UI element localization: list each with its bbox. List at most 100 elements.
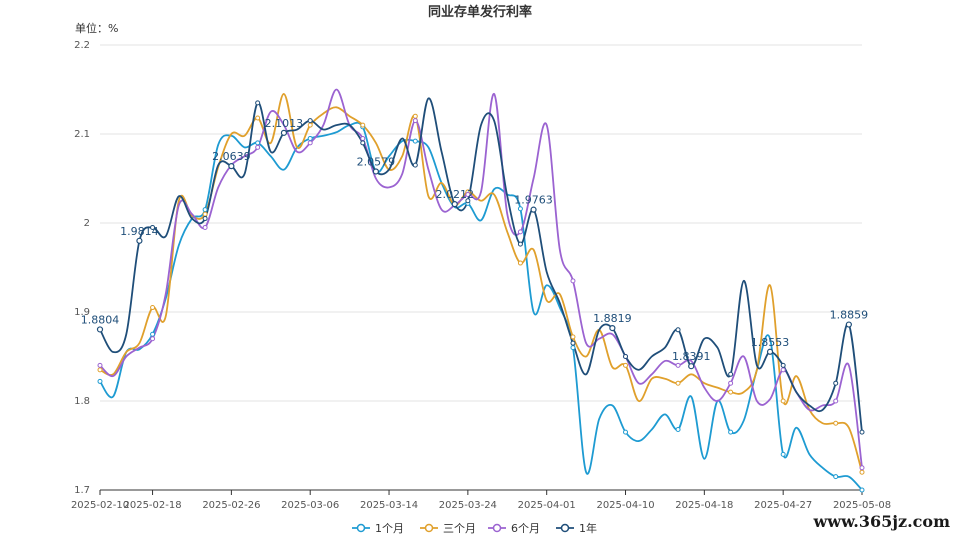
data-point bbox=[202, 207, 208, 213]
data-point bbox=[202, 211, 208, 217]
data-point bbox=[202, 224, 208, 230]
data-point bbox=[728, 389, 734, 395]
annotated-point bbox=[530, 206, 537, 213]
annotated-point bbox=[96, 326, 104, 333]
data-label: 2.0212 bbox=[435, 188, 474, 201]
y-tick-label: 1.8 bbox=[74, 396, 90, 407]
unit-label: 单位：% bbox=[75, 21, 118, 35]
data-point bbox=[465, 198, 471, 204]
data-point bbox=[859, 429, 865, 435]
data-point bbox=[255, 100, 261, 106]
data-point bbox=[728, 380, 734, 386]
data-point bbox=[97, 367, 103, 373]
data-point bbox=[150, 224, 156, 230]
legend-item-0[interactable]: 1个月 bbox=[352, 522, 404, 535]
data-point bbox=[97, 378, 103, 384]
data-point bbox=[307, 140, 313, 146]
legend-item-3[interactable]: 1年 bbox=[556, 521, 597, 535]
series-line-3 bbox=[99, 97, 863, 433]
data-point bbox=[833, 398, 839, 404]
legend-swatch-marker bbox=[424, 523, 434, 533]
data-point bbox=[412, 118, 418, 124]
annotated-point bbox=[688, 363, 695, 370]
annotated-point bbox=[766, 348, 774, 355]
data-point bbox=[412, 113, 418, 119]
y-tick-label: 2.1 bbox=[74, 129, 90, 140]
legend-label: 三个月 bbox=[443, 522, 476, 535]
data-point bbox=[675, 426, 681, 432]
data-point bbox=[675, 362, 681, 368]
data-point bbox=[675, 380, 681, 386]
y-tick-label: 1.9 bbox=[74, 307, 90, 318]
data-point bbox=[570, 340, 576, 346]
x-tick-label: 2025-05-08 bbox=[833, 500, 891, 511]
data-label: 1.8804 bbox=[81, 313, 120, 326]
legend-swatch-marker bbox=[356, 523, 366, 533]
annotated-point bbox=[136, 237, 143, 244]
data-point bbox=[465, 192, 471, 198]
data-point bbox=[412, 138, 418, 144]
x-tick-label: 2025-03-24 bbox=[439, 500, 497, 511]
data-point bbox=[859, 469, 865, 475]
legend-item-2[interactable]: 6个月 bbox=[488, 522, 540, 535]
y-tick-label: 2 bbox=[84, 218, 90, 229]
data-point bbox=[623, 362, 629, 368]
data-label: 2.0579 bbox=[357, 155, 396, 168]
x-tick-label: 2025-03-06 bbox=[281, 500, 339, 511]
legend-item-1[interactable]: 三个月 bbox=[420, 522, 476, 535]
data-point bbox=[517, 241, 523, 247]
y-tick-label: 2.2 bbox=[74, 40, 90, 51]
legend-swatch-marker bbox=[492, 523, 502, 533]
data-point bbox=[360, 122, 366, 128]
annotated-point bbox=[845, 321, 852, 328]
chart-title: 同业存单发行利率 bbox=[428, 4, 532, 20]
data-label: 1.9814 bbox=[120, 225, 159, 238]
data-label: 1.8819 bbox=[593, 312, 632, 325]
data-point bbox=[859, 487, 865, 493]
data-point bbox=[859, 465, 865, 471]
data-point bbox=[360, 135, 366, 141]
data-point bbox=[150, 331, 156, 337]
annotated-point bbox=[451, 201, 458, 208]
x-tick-label: 2025-03-14 bbox=[360, 500, 418, 511]
annotated-point bbox=[372, 168, 379, 175]
annotated-point bbox=[228, 163, 235, 170]
data-point bbox=[150, 336, 156, 342]
series-markers bbox=[97, 100, 865, 493]
data-point bbox=[517, 260, 523, 266]
annotated-point bbox=[609, 325, 616, 332]
data-point bbox=[780, 451, 786, 457]
series-line-1 bbox=[99, 93, 863, 473]
data-point bbox=[780, 367, 786, 373]
data-point bbox=[412, 162, 418, 168]
grid-lines bbox=[100, 44, 862, 491]
legend-swatch-marker bbox=[560, 523, 570, 533]
data-point bbox=[833, 380, 839, 386]
x-tick-label: 2025-02-26 bbox=[202, 500, 260, 511]
data-point bbox=[202, 216, 208, 222]
data-label: 1.8391 bbox=[672, 350, 711, 363]
data-label: 2.1013 bbox=[265, 117, 304, 130]
data-point bbox=[360, 140, 366, 146]
data-point bbox=[255, 144, 261, 150]
data-point bbox=[675, 327, 681, 333]
data-label: 1.8553 bbox=[751, 336, 790, 349]
y-axis: 1.7 1.8 1.9 2 2.1 2.2 bbox=[74, 40, 90, 496]
series-line-2 bbox=[99, 88, 863, 468]
x-tick-label: 2025-04-18 bbox=[675, 500, 733, 511]
x-tick-label: 2025-04-10 bbox=[596, 500, 654, 511]
data-point bbox=[150, 305, 156, 311]
data-label: 1.8859 bbox=[830, 309, 869, 322]
legend: 1个月 三个月 6个月 1年 bbox=[352, 521, 597, 535]
data-point bbox=[833, 420, 839, 426]
data-point bbox=[255, 115, 261, 121]
data-labels: 1.8804 1.9814 2.0639 2.1013 2.0579 2.0212 1.97… bbox=[81, 117, 869, 370]
data-point bbox=[728, 371, 734, 377]
data-point bbox=[255, 140, 261, 146]
data-point bbox=[307, 122, 313, 128]
x-tick-label: 2025-02-18 bbox=[123, 500, 181, 511]
data-point bbox=[780, 362, 786, 368]
annotated-point bbox=[280, 129, 288, 136]
